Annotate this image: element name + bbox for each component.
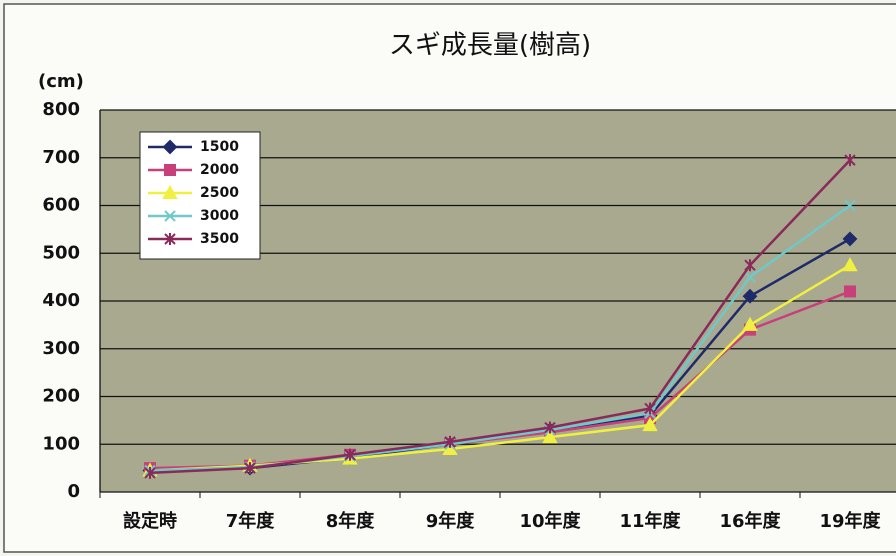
data-point [842,231,858,247]
data-point [544,421,556,434]
data-point [644,402,656,415]
legend-marker [164,233,176,245]
y-tick-label: 400 [42,290,80,311]
y-tick-label: 500 [42,242,80,263]
x-tick-label: 8年度 [326,510,376,532]
x-tick-label: 設定時 [123,510,177,532]
data-point [144,466,156,479]
data-point [744,259,756,272]
x-tick-label: 10年度 [519,510,581,532]
y-tick-label: 0 [67,481,80,502]
x-tick-label: 16年度 [719,510,781,532]
x-tick-label: 19年度 [819,510,881,532]
chart-title: スギ成長量(樹高) [389,31,591,61]
y-tick-label: 600 [42,195,80,216]
y-tick-label: 800 [42,99,80,120]
data-point [742,288,758,304]
legend-marker [164,164,176,176]
y-tick-label: 300 [42,338,80,359]
legend-label: 2500 [200,185,239,201]
data-point [642,417,658,432]
data-point [742,316,758,331]
data-point [444,435,456,448]
y-tick-label: 700 [42,147,80,168]
legend-marker [162,184,178,199]
legend-label: 2000 [200,162,239,178]
data-point [744,271,756,283]
data-point [842,257,858,272]
legend-marker [162,139,178,155]
legend-marker [164,210,176,222]
y-tick-label: 200 [42,386,80,407]
x-tick-label: 9年度 [426,510,476,532]
series-line [149,159,851,475]
y-tick-label: 100 [42,433,80,454]
legend-label: 3000 [200,208,239,224]
x-tick-label: 11年度 [619,510,681,532]
data-point [344,448,356,461]
y-axis-label: (cm) [38,71,84,92]
data-point [244,462,256,475]
legend-label: 3500 [200,231,239,247]
legend-label: 1500 [200,139,239,155]
data-point [844,154,856,167]
x-tick-label: 7年度 [226,510,276,532]
data-point [844,285,856,298]
data-point [542,428,558,444]
data-point [844,199,856,212]
